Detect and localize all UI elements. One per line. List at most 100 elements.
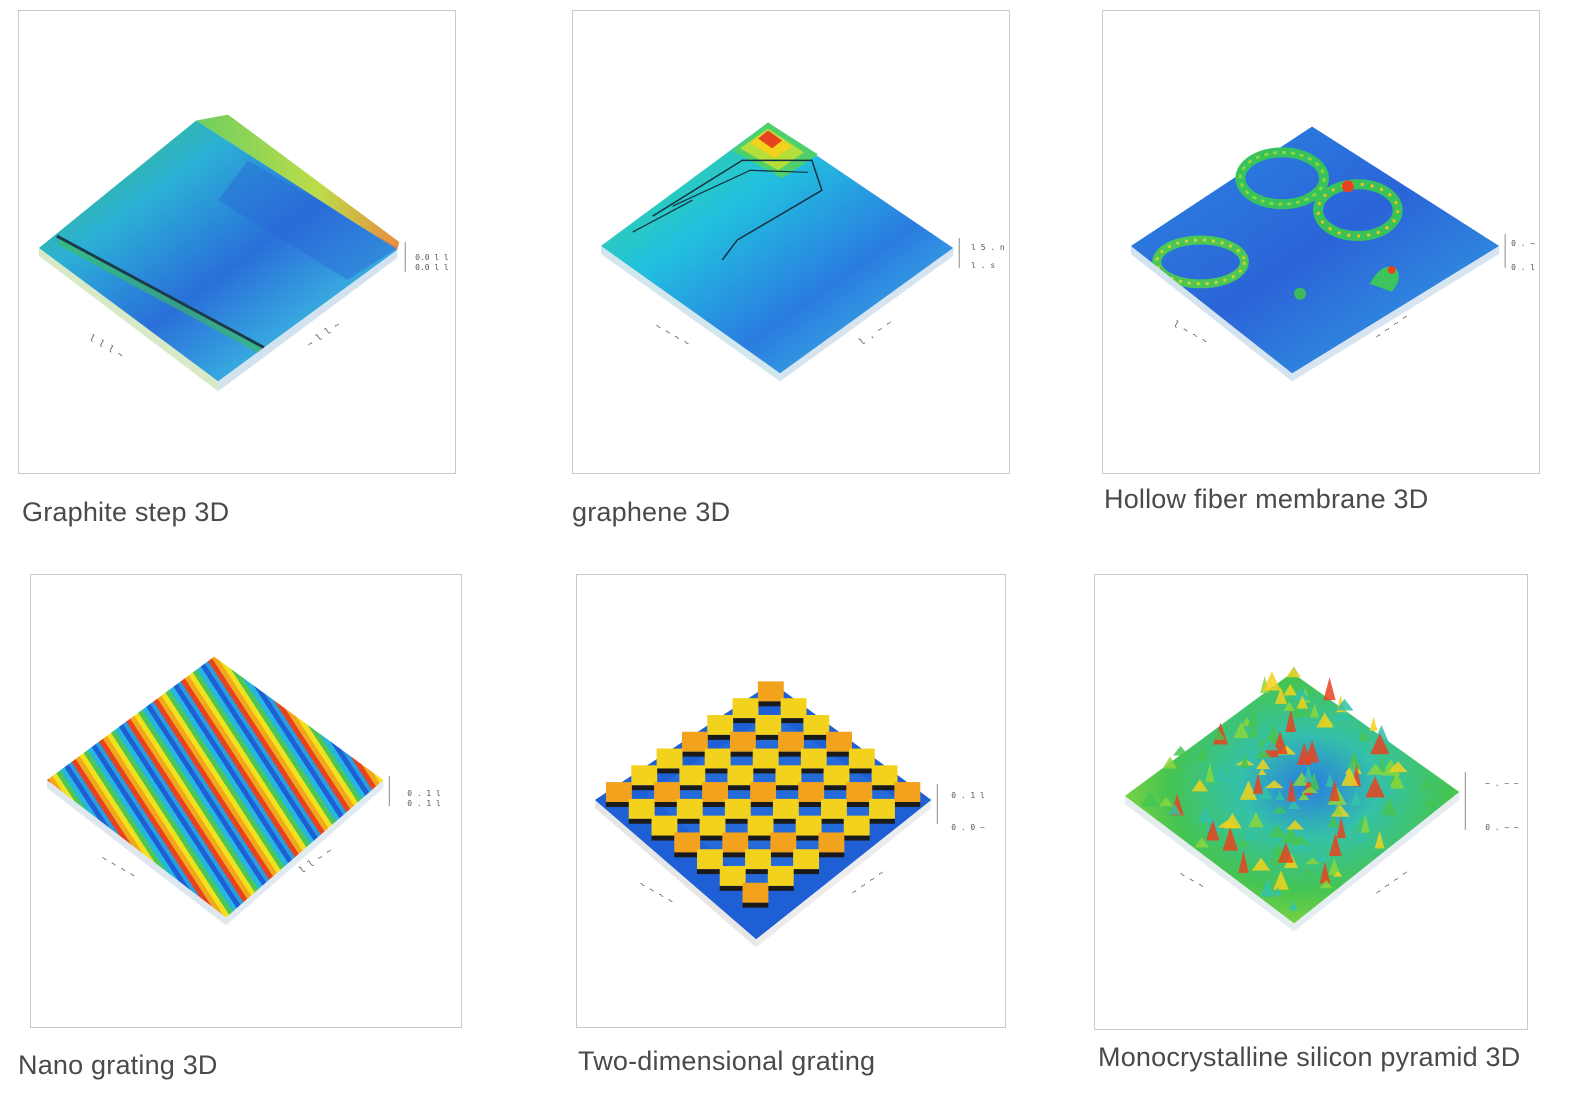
grating-block bbox=[651, 815, 678, 836]
grating-block-shadow bbox=[800, 768, 827, 774]
grating-block-shadow bbox=[818, 852, 845, 858]
grating-block bbox=[798, 782, 825, 802]
grating-block-shadow bbox=[803, 734, 830, 740]
grating-block-shadow bbox=[656, 768, 683, 774]
grating-block bbox=[747, 815, 774, 836]
pyramid-peak bbox=[1205, 763, 1215, 783]
grating-block-shadow bbox=[676, 818, 703, 824]
graphene-3d-image: ~ ~ ~ ~ l . ~ ~ l 5 . n l . s bbox=[600, 122, 1005, 382]
pyramid-peak bbox=[1283, 701, 1295, 711]
pyramid-peak bbox=[1370, 733, 1390, 755]
pyramid-peak bbox=[1268, 824, 1287, 838]
grating-block-shadow bbox=[752, 768, 779, 774]
pyramid-peak bbox=[1351, 731, 1363, 746]
pyramid-peak bbox=[1273, 886, 1282, 896]
svg-text:l ~ ~ ~: l ~ ~ ~ bbox=[1171, 320, 1209, 347]
svg-text:~ l l ~: ~ l l ~ bbox=[306, 320, 343, 350]
pyramid-peak bbox=[1378, 753, 1387, 772]
grating-block-shadow bbox=[755, 734, 782, 740]
pyramid-peak bbox=[1303, 764, 1314, 783]
pyramid-peak bbox=[1238, 835, 1249, 848]
two-dimensional-grating-image: ~ ~ ~ ~ ~ ~ ~ ~ 0 . 1 l 0 . 0 ~ bbox=[594, 681, 985, 948]
pyramid-peak bbox=[1277, 842, 1294, 863]
grating-block bbox=[745, 849, 771, 870]
two-dimensional-grating-caption: Two-dimensional grating bbox=[578, 1046, 876, 1076]
pyramid-peak bbox=[1273, 870, 1289, 890]
pyramid-peak bbox=[1388, 761, 1408, 773]
graphene-3d-caption: graphene 3D bbox=[572, 497, 731, 527]
pyramid-peak bbox=[1287, 800, 1301, 810]
pyramid-peak bbox=[1194, 837, 1210, 848]
pyramid-peak bbox=[1385, 785, 1396, 795]
grating-block-shadow bbox=[823, 785, 850, 791]
grating-block-shadow bbox=[651, 835, 678, 841]
nano-grating-3d-image: ~ ~ ~ ~ l l ~ ~ 0 . 1 l 0 . 1 l bbox=[46, 656, 441, 926]
pyramid-peak bbox=[1225, 771, 1235, 784]
grating-block bbox=[681, 731, 708, 752]
grating-block-shadow bbox=[722, 852, 749, 858]
pyramid-peak bbox=[1286, 667, 1301, 678]
grating-block-shadow bbox=[848, 768, 875, 774]
grating-block bbox=[654, 782, 680, 802]
pyramid-peak bbox=[1191, 779, 1209, 792]
pyramid-peak bbox=[1215, 762, 1227, 782]
grating-block bbox=[871, 765, 898, 786]
svg-text:l l l ~: l l l ~ bbox=[87, 333, 125, 360]
pyramid-peak bbox=[1315, 848, 1328, 862]
pyramid-peak bbox=[1350, 790, 1362, 806]
pyramid-peak bbox=[1266, 723, 1281, 743]
pyramid-peak bbox=[1292, 772, 1311, 786]
grating-block bbox=[803, 714, 830, 735]
grating-block bbox=[846, 782, 873, 802]
svg-text:0 . l ~: 0 . l ~ bbox=[1511, 263, 1539, 272]
pyramid-peak bbox=[1286, 778, 1296, 802]
pyramid-peak bbox=[1361, 813, 1370, 833]
grating-block-shadow bbox=[732, 718, 759, 724]
grating-block bbox=[724, 798, 751, 819]
grating-block bbox=[606, 782, 632, 802]
grating-block bbox=[697, 849, 723, 870]
pyramid-peak bbox=[1308, 772, 1320, 791]
grating-block bbox=[894, 782, 921, 802]
grating-block bbox=[755, 714, 782, 735]
pyramid-peak bbox=[1291, 701, 1304, 718]
pyramid-peak bbox=[1298, 792, 1310, 801]
svg-text:0 . 1 l: 0 . 1 l bbox=[951, 791, 985, 800]
pyramid-peak bbox=[1335, 698, 1354, 711]
pyramid-peak bbox=[1275, 790, 1285, 800]
pyramid-peak bbox=[1240, 753, 1250, 768]
pyramid-peak bbox=[1291, 687, 1311, 701]
grating-block bbox=[742, 882, 769, 903]
svg-text:~ ~ ~ ~: ~ ~ ~ ~ bbox=[637, 880, 675, 907]
grating-block-shadow bbox=[821, 818, 847, 824]
hollow-fiber-membrane-3d-card: l ~ ~ ~ ~ ~ ~ ~ 0 . ~ ~ 0 . l ~ bbox=[1102, 10, 1540, 474]
pyramid-peak bbox=[1319, 880, 1333, 889]
pyramid-peak bbox=[1325, 773, 1335, 787]
pyramid-peak bbox=[1301, 786, 1319, 793]
grating-block bbox=[676, 798, 703, 819]
grating-block bbox=[631, 765, 658, 786]
pyramid-peak bbox=[1159, 796, 1174, 807]
grating-block bbox=[757, 681, 784, 702]
grating-block-shadow bbox=[742, 902, 769, 908]
grating-block-shadow bbox=[628, 818, 655, 824]
pyramid-peak bbox=[1211, 845, 1224, 853]
grating-block bbox=[823, 765, 850, 786]
pyramid-peak bbox=[1259, 738, 1279, 751]
svg-text:l . ~ ~: l . ~ ~ bbox=[858, 318, 895, 348]
grating-block bbox=[722, 832, 749, 853]
graphite-step-3d-caption: Graphite step 3D bbox=[22, 497, 230, 527]
grating-block-shadow bbox=[798, 801, 825, 807]
grating-block bbox=[732, 698, 759, 719]
grating-block-shadow bbox=[606, 801, 632, 807]
pyramid-peak bbox=[1211, 728, 1226, 740]
pyramid-peak bbox=[1262, 671, 1282, 691]
grating-block bbox=[778, 731, 804, 752]
nano-grating-3d-caption: Nano grating 3D bbox=[18, 1050, 218, 1080]
grating-block-shadow bbox=[727, 785, 754, 791]
svg-text:l . s: l . s bbox=[971, 261, 995, 270]
pyramid-peak bbox=[1255, 758, 1271, 770]
hollow-fiber-membrane-3d-image: l ~ ~ ~ ~ ~ ~ ~ 0 . ~ ~ 0 . l ~ bbox=[1130, 126, 1539, 382]
grating-block bbox=[869, 798, 895, 819]
grating-block bbox=[848, 748, 875, 769]
